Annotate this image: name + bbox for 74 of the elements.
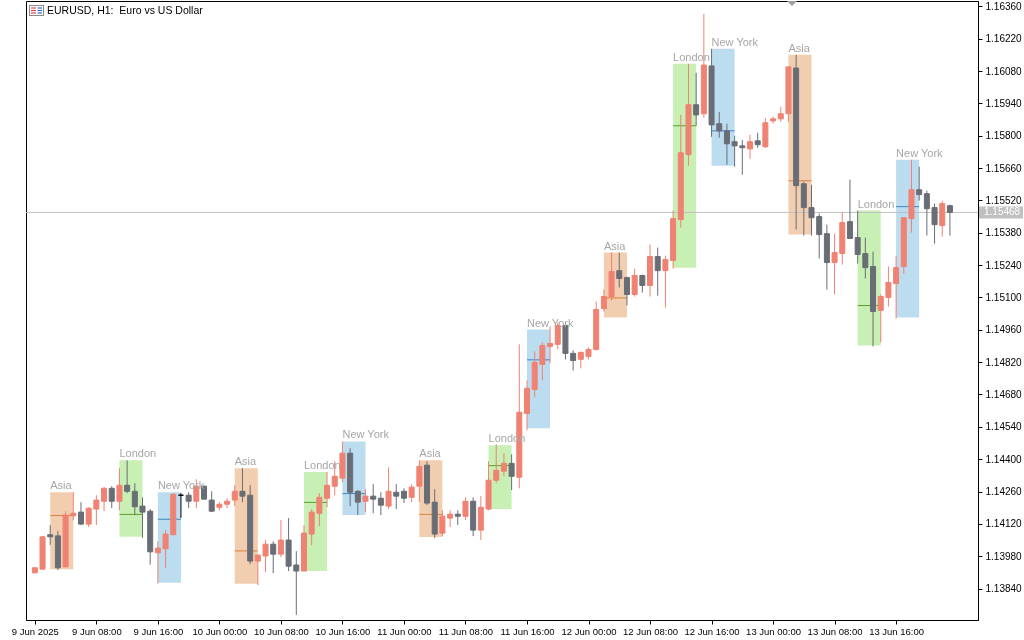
candlestick (47, 524, 54, 546)
text: New York (896, 146, 943, 159)
y-tick-label: 1.15100 (985, 291, 1023, 303)
x-tick-label: 10 Jun 08:00 (253, 625, 309, 637)
y-tick-label: 1.14820 (985, 356, 1023, 368)
x-tick-label: 12 Jun 08:00 (623, 625, 678, 637)
candlestick (616, 252, 623, 289)
text: Asia (234, 455, 257, 468)
y-tick-label: 1.15940 (985, 97, 1023, 109)
candlestick (354, 489, 361, 516)
y-tick-label: 1.14680 (985, 388, 1023, 400)
x-tick-label: 11 Jun 08:00 (438, 625, 494, 637)
text: Asia (788, 41, 810, 54)
text: Asia (419, 447, 441, 460)
y-tick-label: 1.13980 (985, 550, 1023, 562)
text: London (857, 197, 895, 210)
y-tick-label: 1.15660 (985, 162, 1023, 174)
candlestick (370, 483, 377, 514)
x-tick-label: 11 Jun 16:00 (500, 625, 555, 637)
candlestick (400, 487, 407, 504)
x-tick-label: 12 Jun 16:00 (684, 625, 740, 637)
x-tick-label: 9 Jun 08:00 (72, 625, 122, 637)
candlestick (623, 276, 630, 307)
y-tick-label: 1.16080 (985, 65, 1023, 77)
x-tick-label: 10 Jun 16:00 (315, 625, 371, 637)
candlestick (631, 268, 638, 298)
x-tick-label: 13 Jun 16:00 (869, 625, 925, 637)
chart-title: EURUSD, H1: Euro vs US Dollar (47, 4, 203, 16)
series-label: Asia (50, 479, 73, 492)
candlestick (500, 452, 507, 477)
candlestick (946, 204, 953, 237)
candlestick (277, 519, 284, 558)
candlestick (654, 247, 661, 297)
y-tick-label: 1.13840 (985, 583, 1023, 595)
y-tick-label: 1.15240 (985, 259, 1023, 271)
text: New York (526, 316, 574, 329)
text: New York (711, 35, 759, 48)
candlestick (385, 466, 392, 510)
candlestick (747, 134, 753, 160)
candlestick (939, 200, 946, 238)
candlestick (231, 484, 238, 507)
y-tick-label: 1.16220 (985, 33, 1023, 45)
x-tick-label: 10 Jun 00:00 (192, 625, 248, 637)
y-tick-label: 1.15520 (985, 194, 1023, 206)
candlestick (693, 72, 700, 127)
y-tick-label: 1.15380 (985, 227, 1023, 239)
y-tick-label: 1.16360 (985, 0, 1023, 12)
text: Asia (603, 239, 626, 252)
x-tick-label: 13 Jun 00:00 (746, 625, 802, 637)
candlestick (393, 483, 400, 510)
x-tick-label: 13 Jun 08:00 (807, 625, 863, 637)
candlestick (108, 485, 115, 509)
candlestick (270, 540, 277, 574)
candlestick (362, 488, 369, 513)
y-tick-label: 1.15800 (985, 130, 1023, 142)
text: London (119, 447, 157, 460)
candlestick (916, 166, 923, 202)
y-tick-label: 1.14400 (985, 453, 1023, 465)
x-tick-label: 9 Jun 16:00 (133, 625, 184, 637)
x-tick-label: 12 Jun 00:00 (561, 625, 617, 637)
y-tick-label: 1.14120 (985, 518, 1023, 530)
x-tick-label: 9 Jun 2025 (11, 625, 59, 637)
candlestick (116, 467, 123, 511)
candlestick (377, 491, 384, 516)
candlestick (846, 179, 853, 240)
ref-line-label: 1.15468 (984, 206, 1021, 218)
candlestick (124, 459, 131, 494)
candlestick (508, 453, 515, 491)
y-tick-label: 1.14960 (985, 324, 1023, 336)
y-tick-label: 1.14260 (985, 486, 1023, 498)
candlestick (462, 496, 469, 521)
x-tick-label: 11 Jun 00:00 (377, 625, 432, 637)
y-tick-label: 1.14540 (985, 421, 1023, 433)
text: New York (342, 428, 389, 441)
